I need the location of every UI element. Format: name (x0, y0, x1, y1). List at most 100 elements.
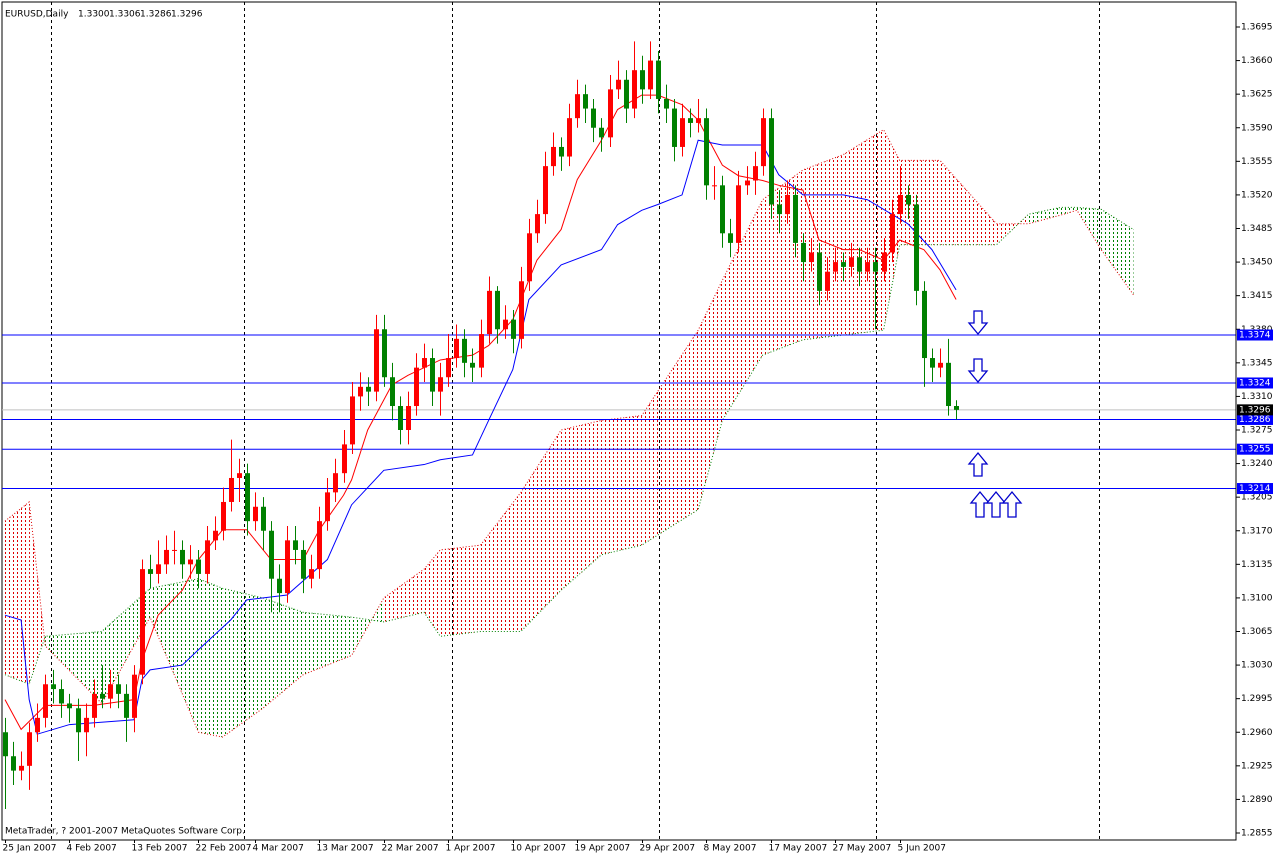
candle-body (67, 703, 72, 709)
candle-body (237, 473, 242, 478)
candle-body (59, 689, 64, 704)
cloud-segment (150, 578, 199, 733)
candle-body (865, 262, 870, 272)
candle-body (124, 693, 129, 718)
candle-body (567, 118, 572, 157)
candle-body (753, 166, 758, 181)
candle-body (688, 118, 693, 123)
candle-body (148, 569, 153, 574)
candle-body (285, 540, 290, 594)
up-arrow (969, 490, 991, 518)
x-tick-label: 29 Apr 2007 (640, 844, 696, 854)
candle-body (325, 492, 330, 522)
level-label-box (1237, 443, 1273, 455)
x-tick-label: 13 Feb 2007 (132, 844, 188, 854)
candle-body (205, 540, 210, 574)
candle-body (27, 732, 32, 766)
candle-body (382, 329, 387, 378)
candle-body (164, 549, 169, 565)
candle-body (422, 358, 427, 368)
candle-body (503, 319, 508, 330)
candle-body (680, 118, 685, 147)
level-label: 1.3214 (1239, 484, 1271, 494)
bid-label: 1.3296 (1239, 405, 1271, 415)
candle-body (591, 108, 596, 128)
y-tick-label: 1.2855 (1241, 829, 1273, 839)
cloud-segment (641, 330, 699, 546)
candle-body (841, 262, 846, 267)
level-label: 1.3374 (1239, 331, 1271, 341)
candle-body (882, 252, 887, 272)
candle-body (366, 386, 371, 392)
candle-body (43, 684, 48, 718)
candle-body (487, 290, 492, 335)
x-tick-label: 13 Mar 2007 (317, 844, 374, 854)
candle-body (462, 338, 467, 363)
y-tick-label: 1.2960 (1241, 728, 1273, 738)
up-arrow (967, 451, 989, 477)
candle-body (616, 79, 621, 90)
x-tick-label: 8 May 2007 (704, 844, 757, 854)
candle-body (277, 578, 282, 594)
candle-body (793, 194, 798, 243)
candle-body (608, 89, 613, 138)
candle-body (245, 473, 250, 522)
level-label: 1.3255 (1239, 445, 1271, 455)
candle-body (720, 185, 725, 234)
candle-body (293, 540, 298, 550)
candle-body (414, 367, 419, 407)
candle-body (495, 290, 500, 330)
candle-body (712, 185, 717, 187)
candle-body (599, 127, 604, 138)
quote-close: 1.3296 (171, 10, 203, 20)
candle-body (930, 358, 935, 368)
candle-body (809, 252, 814, 263)
candle-body (301, 549, 306, 579)
candle-body (333, 473, 338, 493)
candle-body (736, 185, 741, 243)
candles-layer (3, 41, 959, 810)
candle-body (648, 60, 653, 90)
y-tick-label: 1.3590 (1241, 123, 1273, 133)
candle-body (140, 569, 145, 675)
y-tick-label: 1.2890 (1241, 795, 1273, 805)
candle-body (906, 194, 911, 205)
y-tick-label: 1.3345 (1241, 358, 1273, 368)
cloud-segment (843, 129, 884, 336)
y-tick-label: 1.3065 (1241, 627, 1273, 637)
candle-body (342, 444, 347, 474)
x-tick-label: 22 Mar 2007 (382, 844, 439, 854)
candle-body (922, 290, 927, 359)
cloud-segment (383, 569, 425, 622)
candle-body (430, 358, 435, 392)
quote-high: 1.3306 (109, 10, 141, 20)
candle-body (914, 204, 919, 291)
candle-body (35, 717, 40, 733)
candle-body (817, 252, 822, 291)
candle-body (825, 271, 830, 291)
y-tick-label: 1.3170 (1241, 526, 1273, 536)
candle-body (196, 559, 201, 574)
quote-low: 1.3286 (140, 10, 172, 20)
candle-body (156, 564, 161, 574)
candle-body (213, 530, 218, 541)
x-tick-label: 10 Apr 2007 (511, 844, 567, 854)
candle-body (728, 233, 733, 243)
y-tick-label: 1.3310 (1241, 392, 1273, 402)
candle-body (890, 214, 895, 253)
y-tick-label: 1.3695 (1241, 23, 1273, 33)
x-tick-label: 19 Apr 2007 (575, 844, 631, 854)
candle-body (704, 118, 709, 186)
candle-body (470, 362, 475, 368)
y-tick-label: 1.3240 (1241, 459, 1273, 469)
candle-body (406, 406, 411, 430)
x-tick-label: 22 Feb 2007 (196, 844, 252, 854)
candle-body (624, 79, 629, 109)
candle-body (551, 146, 556, 167)
x-tick-label: 4 Mar 2007 (253, 844, 304, 854)
candle-body (849, 257, 854, 267)
x-tick-label: 4 Feb 2007 (67, 844, 117, 854)
cloud-segment (1076, 207, 1102, 250)
y-tick-label: 1.3485 (1241, 224, 1273, 234)
candle-body (543, 166, 548, 215)
